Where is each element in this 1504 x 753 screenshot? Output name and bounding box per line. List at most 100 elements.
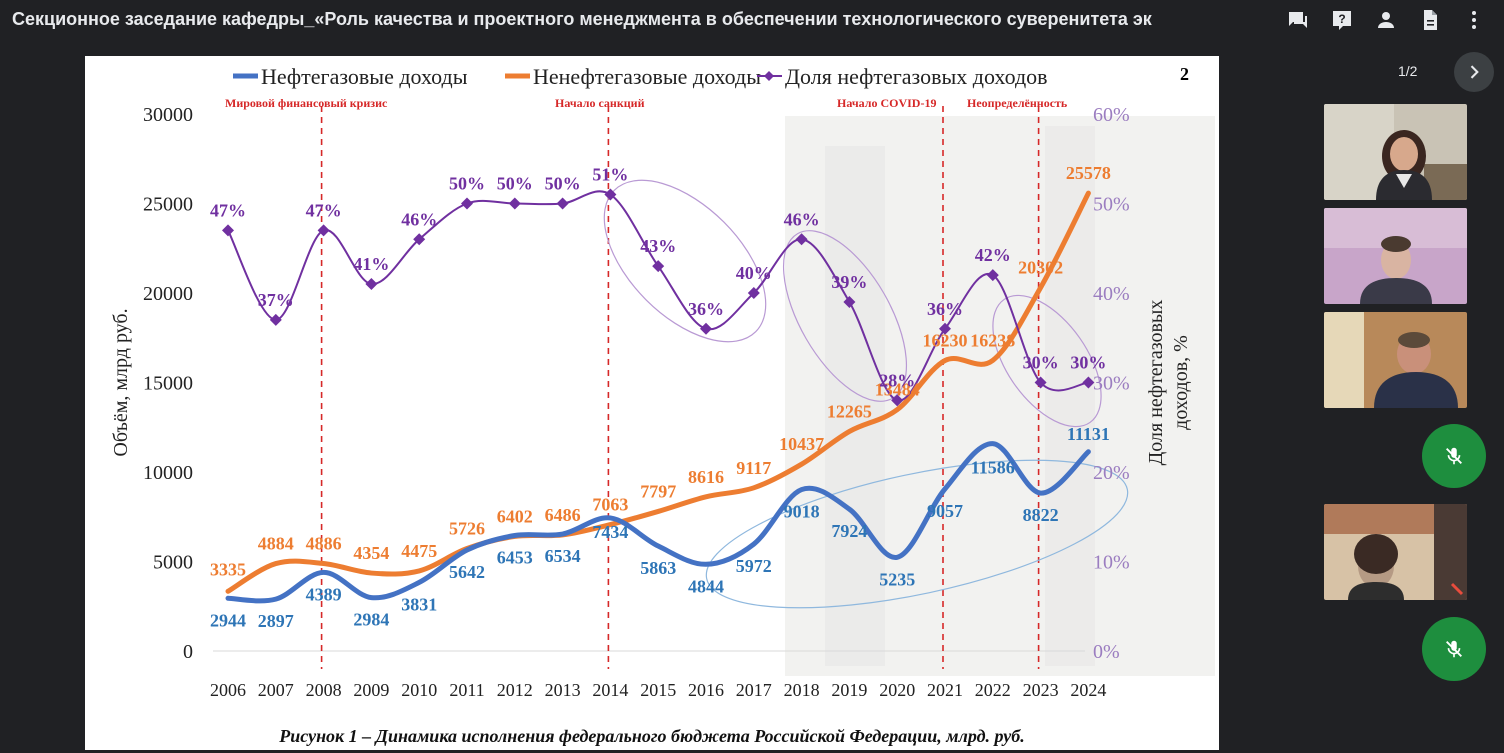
y-right-tick: 20% [1093, 462, 1130, 484]
y-right-tick: 40% [1093, 283, 1130, 305]
highlight-oval [603, 179, 767, 343]
share-data-label: 30% [1023, 353, 1059, 373]
share-data-label: 47% [210, 200, 246, 220]
oil-gas-data-label: 4844 [688, 576, 724, 596]
share-marker [652, 260, 665, 273]
document-icon[interactable] [1418, 8, 1442, 32]
svg-text:?: ? [1338, 12, 1345, 26]
y-right-tick: 10% [1093, 552, 1130, 574]
non-oil-gas-data-label: 16238 [970, 330, 1015, 350]
event-label: Неопределённость [967, 96, 1068, 110]
event-label: Мировой финансовый кризис [225, 96, 388, 110]
oil-gas-data-label: 5972 [736, 556, 772, 576]
y-left-tick: 10000 [143, 462, 193, 484]
share-data-label: 43% [640, 236, 676, 256]
x-tick: 2016 [688, 680, 724, 700]
share-marker [1082, 376, 1095, 389]
non-oil-gas-data-label: 7063 [592, 495, 628, 515]
oil-gas-data-label: 9057 [927, 501, 963, 521]
oil-gas-data-label: 9018 [784, 502, 820, 522]
non-oil-gas-data-label: 7797 [640, 481, 676, 501]
share-data-label: 36% [927, 299, 963, 319]
x-tick: 2010 [401, 680, 437, 700]
y-right-tick: 0% [1093, 641, 1120, 663]
share-data-label: 41% [353, 254, 389, 274]
legend-label: Доля нефтегазовых доходов [785, 64, 1048, 89]
y-left-tick: 25000 [143, 194, 193, 216]
share-marker [747, 287, 760, 299]
x-tick: 2019 [831, 680, 867, 700]
share-data-label: 30% [1070, 353, 1106, 373]
oil-gas-data-label: 2897 [258, 611, 294, 631]
share-data-label: 51% [592, 165, 628, 185]
share-data-label: 50% [449, 174, 485, 194]
share-data-label: 36% [688, 299, 724, 319]
share-marker [269, 313, 282, 326]
share-data-label: 50% [497, 174, 533, 194]
y-left-tick: 20000 [143, 283, 193, 305]
mic-off-icon [1446, 447, 1462, 465]
oil-gas-data-label: 8822 [1023, 505, 1059, 525]
non-oil-gas-data-label: 4354 [353, 543, 389, 563]
y-right-title-2: доходов, % [1170, 335, 1192, 430]
share-marker [1034, 376, 1047, 389]
page-indicator: 1/2 [1398, 63, 1418, 79]
y-left-title: Объём, млрд руб. [110, 308, 132, 456]
share-marker [891, 394, 904, 407]
oil-gas-data-label: 11131 [1067, 424, 1110, 444]
chat-icon[interactable] [1286, 8, 1310, 32]
participant-video-1 [1324, 104, 1467, 200]
x-tick: 2022 [975, 680, 1011, 700]
highlight-oval [992, 294, 1102, 428]
background-decoration [825, 146, 885, 666]
x-tick: 2011 [449, 680, 484, 700]
oil-gas-data-label: 5235 [879, 569, 915, 589]
meeting-title: Секционное заседание кафедры_«Роль качес… [12, 9, 1152, 29]
share-data-label: 47% [306, 200, 342, 220]
more-vert-icon[interactable] [1462, 8, 1486, 32]
y-left-tick: 30000 [143, 104, 193, 126]
share-data-label: 46% [784, 209, 820, 229]
participant-tile-2[interactable] [1324, 208, 1467, 304]
oil-gas-data-label: 7434 [592, 522, 628, 542]
event-label: Начало COVID-19 [837, 96, 936, 110]
participant-tile-1[interactable] [1324, 104, 1467, 200]
share-marker [986, 269, 999, 282]
people-icon[interactable] [1374, 8, 1398, 32]
oil-gas-data-label: 6534 [545, 546, 581, 566]
y-right-tick: 50% [1093, 194, 1130, 216]
help-icon[interactable]: ? [1330, 8, 1354, 32]
oil-gas-data-label: 4389 [306, 584, 342, 604]
participant-mic-off-2[interactable] [1422, 617, 1486, 681]
next-slide-button[interactable] [1454, 52, 1494, 92]
participant-tile-3[interactable] [1324, 312, 1467, 408]
share-data-label: 28% [879, 370, 915, 390]
oil-gas-data-label: 2944 [210, 610, 246, 630]
non-oil-gas-data-label: 5726 [449, 519, 485, 539]
presentation-slide: Мировой финансовый кризис Начало санкций Н… [85, 56, 1219, 750]
share-marker [843, 295, 856, 308]
participant-mic-off-1[interactable] [1422, 424, 1486, 488]
non-oil-gas-data-label: 13484 [875, 380, 920, 400]
x-tick: 2017 [736, 680, 772, 700]
non-oil-gas-data-label: 3335 [210, 559, 246, 579]
y-left-tick: 0 [183, 641, 193, 663]
participant-tile-4[interactable] [1324, 504, 1467, 600]
x-tick: 2006 [210, 680, 246, 700]
oil-gas-data-label: 3831 [401, 594, 437, 614]
oil-gas-data-label: 11586 [971, 458, 1015, 478]
budget-chart: Мировой финансовый кризис Начало санкций Н… [110, 64, 1215, 746]
share-data-label: 50% [545, 174, 581, 194]
share-marker [604, 188, 617, 201]
mic-off-icon [1446, 640, 1462, 658]
non-oil-gas-data-label: 4886 [306, 534, 342, 554]
highlight-oval [705, 459, 1129, 609]
non-oil-gas-data-label: 16230 [923, 330, 968, 350]
x-tick: 2015 [640, 680, 676, 700]
share-marker [413, 233, 426, 246]
legend-label: Ненефтегазовые доходы [533, 64, 761, 89]
non-oil-gas-data-label: 10437 [779, 434, 824, 454]
non-oil-gas-data-label: 4884 [258, 534, 294, 554]
share-data-label: 37% [258, 290, 294, 310]
share-marker [795, 233, 808, 246]
